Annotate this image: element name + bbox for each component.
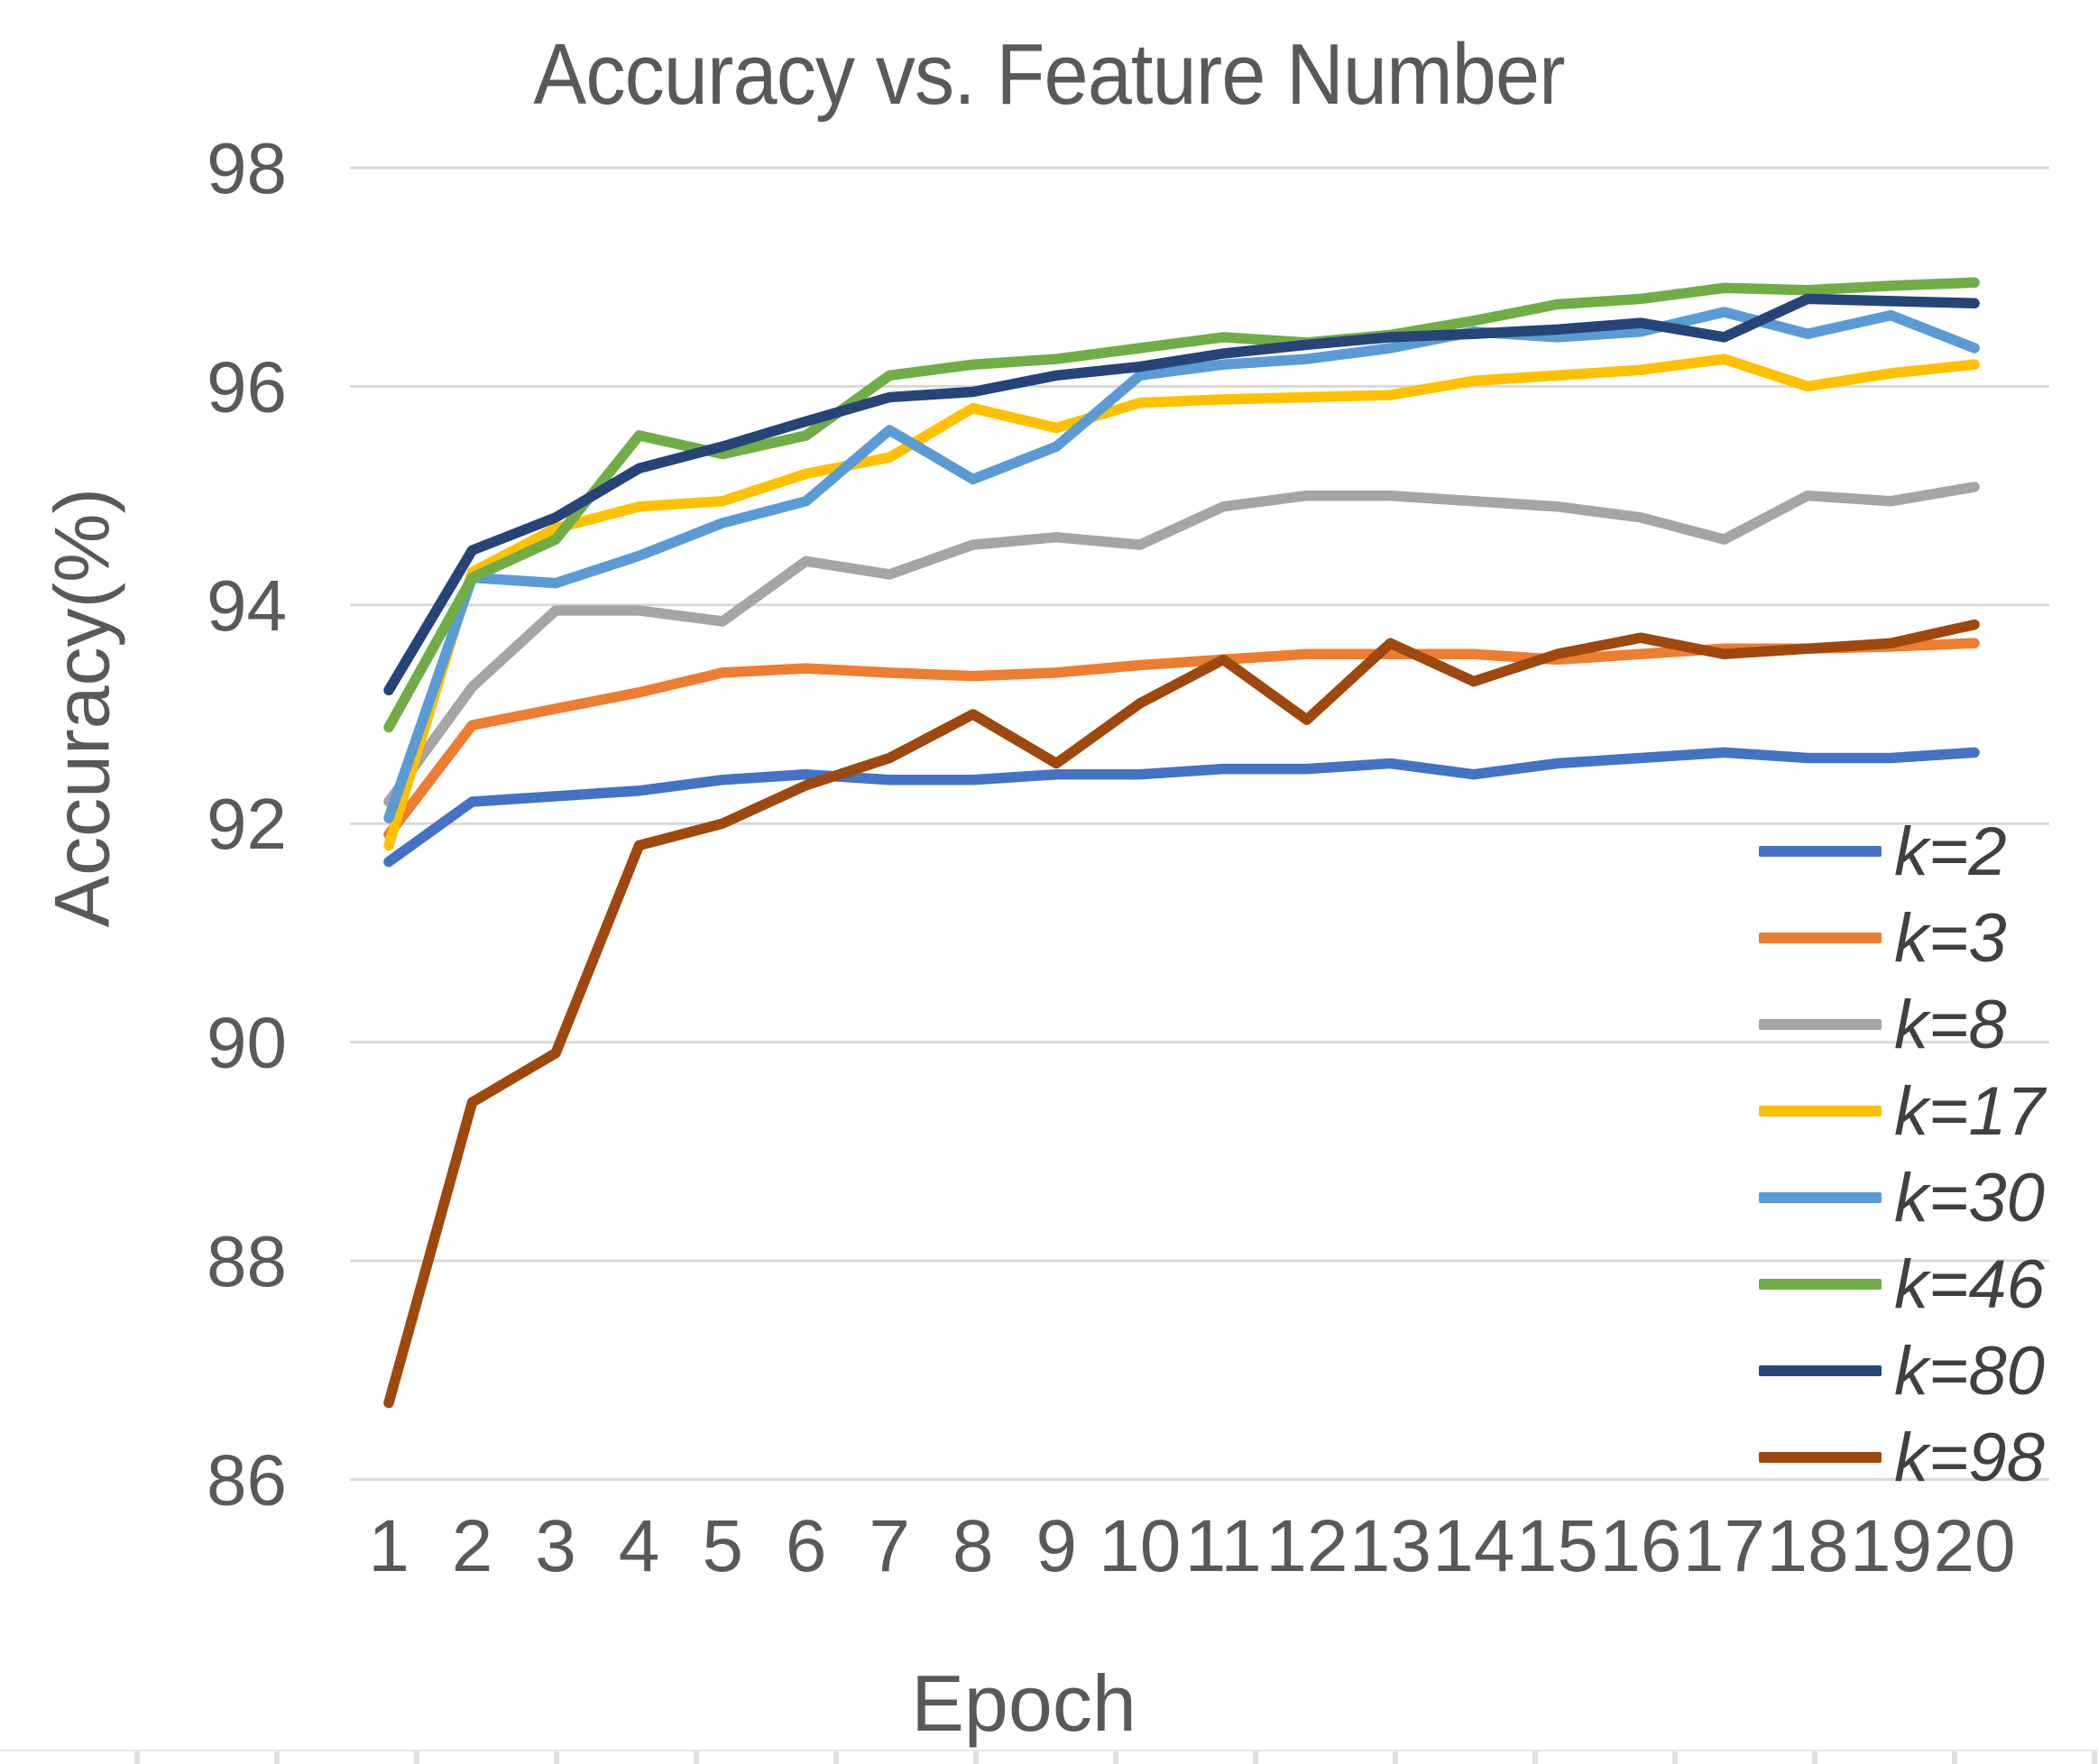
x-tick-label-13: 13	[1349, 1505, 1431, 1587]
legend-item-k=8[interactable]: k=8	[1759, 981, 2084, 1068]
x-tick-label-3: 3	[535, 1505, 576, 1587]
legend-label-k=80: k=80	[1894, 1332, 2045, 1410]
x-tick-label-2: 2	[452, 1505, 493, 1587]
x-tick-label-16: 16	[1599, 1505, 1681, 1587]
x-tick-label-8: 8	[952, 1505, 994, 1587]
y-tick-label-88: 88	[207, 1221, 287, 1301]
x-tick-label-14: 14	[1432, 1505, 1514, 1587]
x-tick-label-17: 17	[1683, 1505, 1765, 1587]
x-tick-label-15: 15	[1516, 1505, 1598, 1587]
legend-item-k=3[interactable]: k=3	[1759, 895, 2084, 981]
legend-item-k=98[interactable]: k=98	[1759, 1414, 2084, 1501]
x-axis-tick-labels: 1 2 3 4 5 6 7 8 9 10 11 12 13 14 15 16 17 18 19 20	[368, 1505, 2015, 1587]
gridlines	[350, 166, 2049, 1481]
series-line-k=3[interactable]	[383, 638, 1980, 841]
legend-item-k=30[interactable]: k=30	[1759, 1154, 2084, 1241]
legend-swatch-k=46	[1759, 1279, 1882, 1290]
y-axis-tick-labels: 98 96 94 92 90 88 86	[207, 128, 287, 1520]
x-tick-label-9: 9	[1035, 1505, 1077, 1587]
series-line-k=98[interactable]	[383, 619, 1980, 1409]
legend-item-k=2[interactable]: k=2	[1759, 808, 2084, 895]
series-line-k=30[interactable]	[383, 307, 1980, 823]
legend-swatch-k=98	[1759, 1452, 1882, 1463]
bottom-edge-artifact	[0, 1750, 2098, 1764]
legend-label-k=17: k=17	[1894, 1072, 2045, 1150]
y-tick-label-96: 96	[207, 346, 287, 427]
x-tick-label-20: 20	[1933, 1505, 2015, 1587]
y-tick-label-98: 98	[207, 128, 287, 208]
legend-swatch-k=2	[1759, 846, 1882, 857]
x-tick-label-19: 19	[1850, 1505, 1932, 1587]
x-tick-label-11: 11	[1185, 1505, 1262, 1587]
series-line-k=17[interactable]	[383, 354, 1980, 851]
legend-label-k=2: k=2	[1894, 813, 2007, 890]
y-tick-label-92: 92	[207, 784, 287, 864]
legend-label-k=3: k=3	[1894, 899, 2007, 977]
x-axis-title: Epoch	[911, 1658, 1136, 1748]
y-tick-label-90: 90	[207, 1003, 287, 1083]
series-lines	[383, 277, 1980, 1409]
legend-label-k=98: k=98	[1894, 1419, 2045, 1496]
series-line-k=2[interactable]	[383, 747, 1980, 868]
x-tick-label-4: 4	[619, 1505, 660, 1587]
y-axis-title: Accuracy(%)	[39, 487, 126, 928]
legend-item-k=17[interactable]: k=17	[1759, 1068, 2084, 1154]
chart-legend: k=2 k=3 k=8 k=17 k=30 k=46 k=80 k=98	[1759, 808, 2084, 1501]
chart-title: Accuracy vs. Feature Number	[533, 26, 1565, 123]
series-line-k=80[interactable]	[383, 293, 1980, 696]
legend-label-k=8: k=8	[1894, 986, 2007, 1063]
x-tick-label-12: 12	[1265, 1505, 1348, 1587]
y-tick-label-94: 94	[207, 565, 287, 646]
x-tick-label-5: 5	[702, 1505, 743, 1587]
legend-item-k=80[interactable]: k=80	[1759, 1328, 2084, 1414]
legend-swatch-k=17	[1759, 1106, 1882, 1116]
series-line-k=8[interactable]	[383, 482, 1980, 807]
series-line-k=46[interactable]	[383, 277, 1980, 733]
legend-swatch-k=30	[1759, 1192, 1882, 1203]
legend-swatch-k=3	[1759, 933, 1882, 943]
legend-swatch-k=8	[1759, 1019, 1882, 1030]
legend-label-k=46: k=46	[1894, 1245, 2045, 1323]
legend-item-k=46[interactable]: k=46	[1759, 1241, 2084, 1328]
legend-label-k=30: k=30	[1894, 1159, 2045, 1236]
x-tick-label-10: 10	[1099, 1505, 1181, 1587]
x-tick-label-1: 1	[368, 1505, 409, 1587]
x-tick-label-6: 6	[786, 1505, 827, 1587]
x-tick-label-7: 7	[869, 1505, 910, 1587]
y-tick-label-86: 86	[207, 1439, 287, 1520]
legend-swatch-k=80	[1759, 1365, 1882, 1376]
x-tick-label-18: 18	[1766, 1505, 1848, 1587]
